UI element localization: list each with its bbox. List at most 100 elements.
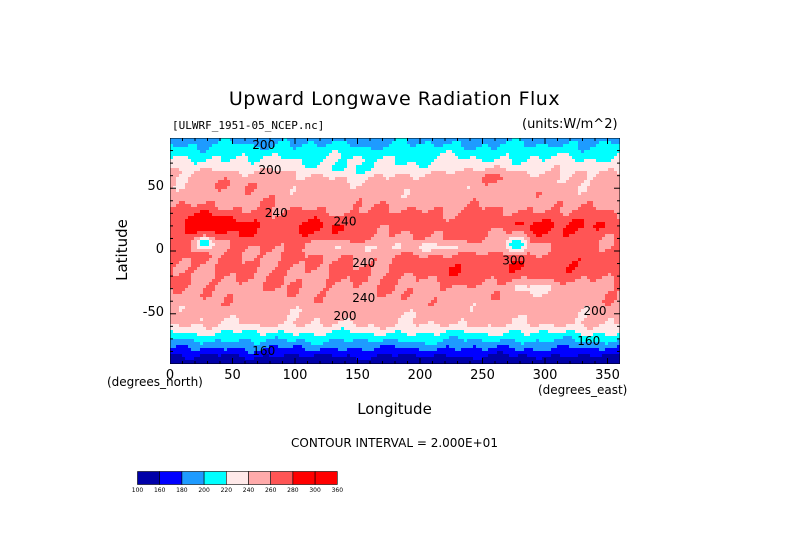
heatmap-cell <box>473 156 477 160</box>
heatmap-cell <box>608 195 612 199</box>
heatmap-cell <box>401 207 405 211</box>
heatmap-cell <box>395 192 399 196</box>
heatmap-cell <box>470 225 474 229</box>
heatmap-cell <box>536 183 540 187</box>
heatmap-cell <box>335 231 339 235</box>
heatmap-cell <box>194 234 198 238</box>
heatmap-cell <box>545 159 549 163</box>
heatmap-cell <box>374 147 378 151</box>
heatmap-cell <box>395 144 399 148</box>
heatmap-cell <box>302 174 306 178</box>
heatmap-cell <box>509 210 513 214</box>
heatmap-cell <box>422 204 426 208</box>
heatmap-cell <box>353 156 357 160</box>
heatmap-cell <box>575 231 579 235</box>
heatmap-cell <box>449 231 453 235</box>
heatmap-cell <box>554 231 558 235</box>
heatmap-cell <box>518 150 522 154</box>
heatmap-cell <box>467 162 471 166</box>
heatmap-cell <box>479 144 483 148</box>
heatmap-cell <box>311 186 315 190</box>
heatmap-cell <box>587 174 591 178</box>
heatmap-cell <box>326 195 330 199</box>
heatmap-cell <box>215 174 219 178</box>
heatmap-cell <box>434 231 438 235</box>
heatmap-cell <box>416 147 420 151</box>
heatmap-cell <box>308 219 312 223</box>
heatmap-cell <box>335 177 339 181</box>
heatmap-cell <box>356 219 360 223</box>
heatmap-cell <box>404 183 408 187</box>
heatmap-cell <box>371 153 375 157</box>
heatmap-cell <box>533 219 537 223</box>
heatmap-cell <box>188 165 192 169</box>
heatmap-cell <box>215 225 219 229</box>
heatmap-cell <box>185 138 189 142</box>
heatmap-cell <box>284 201 288 205</box>
heatmap-cell <box>557 183 561 187</box>
heatmap-cell <box>209 177 213 181</box>
heatmap-cell <box>431 213 435 217</box>
heatmap-cell <box>569 201 573 205</box>
heatmap-cell <box>341 216 345 220</box>
heatmap-cell <box>311 195 315 199</box>
heatmap-cell <box>470 234 474 238</box>
heatmap-cell <box>431 174 435 178</box>
heatmap-cell <box>389 198 393 202</box>
heatmap-cell <box>617 207 620 211</box>
heatmap-cell <box>527 150 531 154</box>
heatmap-cell <box>533 225 537 229</box>
heatmap-cell <box>494 213 498 217</box>
heatmap-cell <box>347 156 351 160</box>
heatmap-cell <box>368 183 372 187</box>
heatmap-cell <box>593 183 597 187</box>
heatmap-cell <box>500 159 504 163</box>
heatmap-cell <box>344 231 348 235</box>
heatmap-cell <box>386 219 390 223</box>
heatmap-cell <box>272 210 276 214</box>
heatmap-cell <box>230 144 234 148</box>
heatmap-cell <box>272 225 276 229</box>
heatmap-cell <box>236 183 240 187</box>
heatmap-cell <box>524 189 528 193</box>
heatmap-cell <box>359 144 363 148</box>
heatmap-cell <box>341 231 345 235</box>
heatmap-cell <box>311 219 315 223</box>
heatmap-cell <box>413 195 417 199</box>
heatmap-cell <box>497 165 501 169</box>
heatmap-cell <box>254 162 258 166</box>
heatmap-cell <box>206 207 210 211</box>
heatmap-cell <box>605 213 609 217</box>
heatmap-cell <box>203 168 207 172</box>
heatmap-cell <box>374 222 378 226</box>
heatmap-cell <box>338 192 342 196</box>
heatmap-cell <box>317 153 321 157</box>
heatmap-cell <box>422 231 426 235</box>
heatmap-cell <box>494 153 498 157</box>
heatmap-cell <box>467 216 471 220</box>
heatmap-cell <box>317 183 321 187</box>
heatmap-cell <box>611 171 615 175</box>
heatmap-cell <box>575 183 579 187</box>
heatmap-cell <box>455 189 459 193</box>
heatmap-cell <box>434 207 438 211</box>
heatmap-cell <box>413 216 417 220</box>
heatmap-cell <box>275 195 279 199</box>
heatmap-cell <box>179 189 183 193</box>
heatmap-cell <box>479 189 483 193</box>
heatmap-cell <box>269 195 273 199</box>
heatmap-cell <box>260 207 264 211</box>
heatmap-cell <box>608 204 612 208</box>
heatmap-cell <box>299 171 303 175</box>
heatmap-cell <box>185 231 189 235</box>
heatmap-cell <box>368 186 372 190</box>
heatmap-cell <box>599 150 603 154</box>
heatmap-cell <box>194 141 198 145</box>
heatmap-cell <box>200 222 204 226</box>
heatmap-cell <box>197 189 201 193</box>
heatmap-cell <box>599 177 603 181</box>
heatmap-cell <box>263 183 267 187</box>
heatmap-cell <box>179 228 183 232</box>
heatmap-cell <box>206 225 210 229</box>
heatmap-cell <box>614 147 618 151</box>
